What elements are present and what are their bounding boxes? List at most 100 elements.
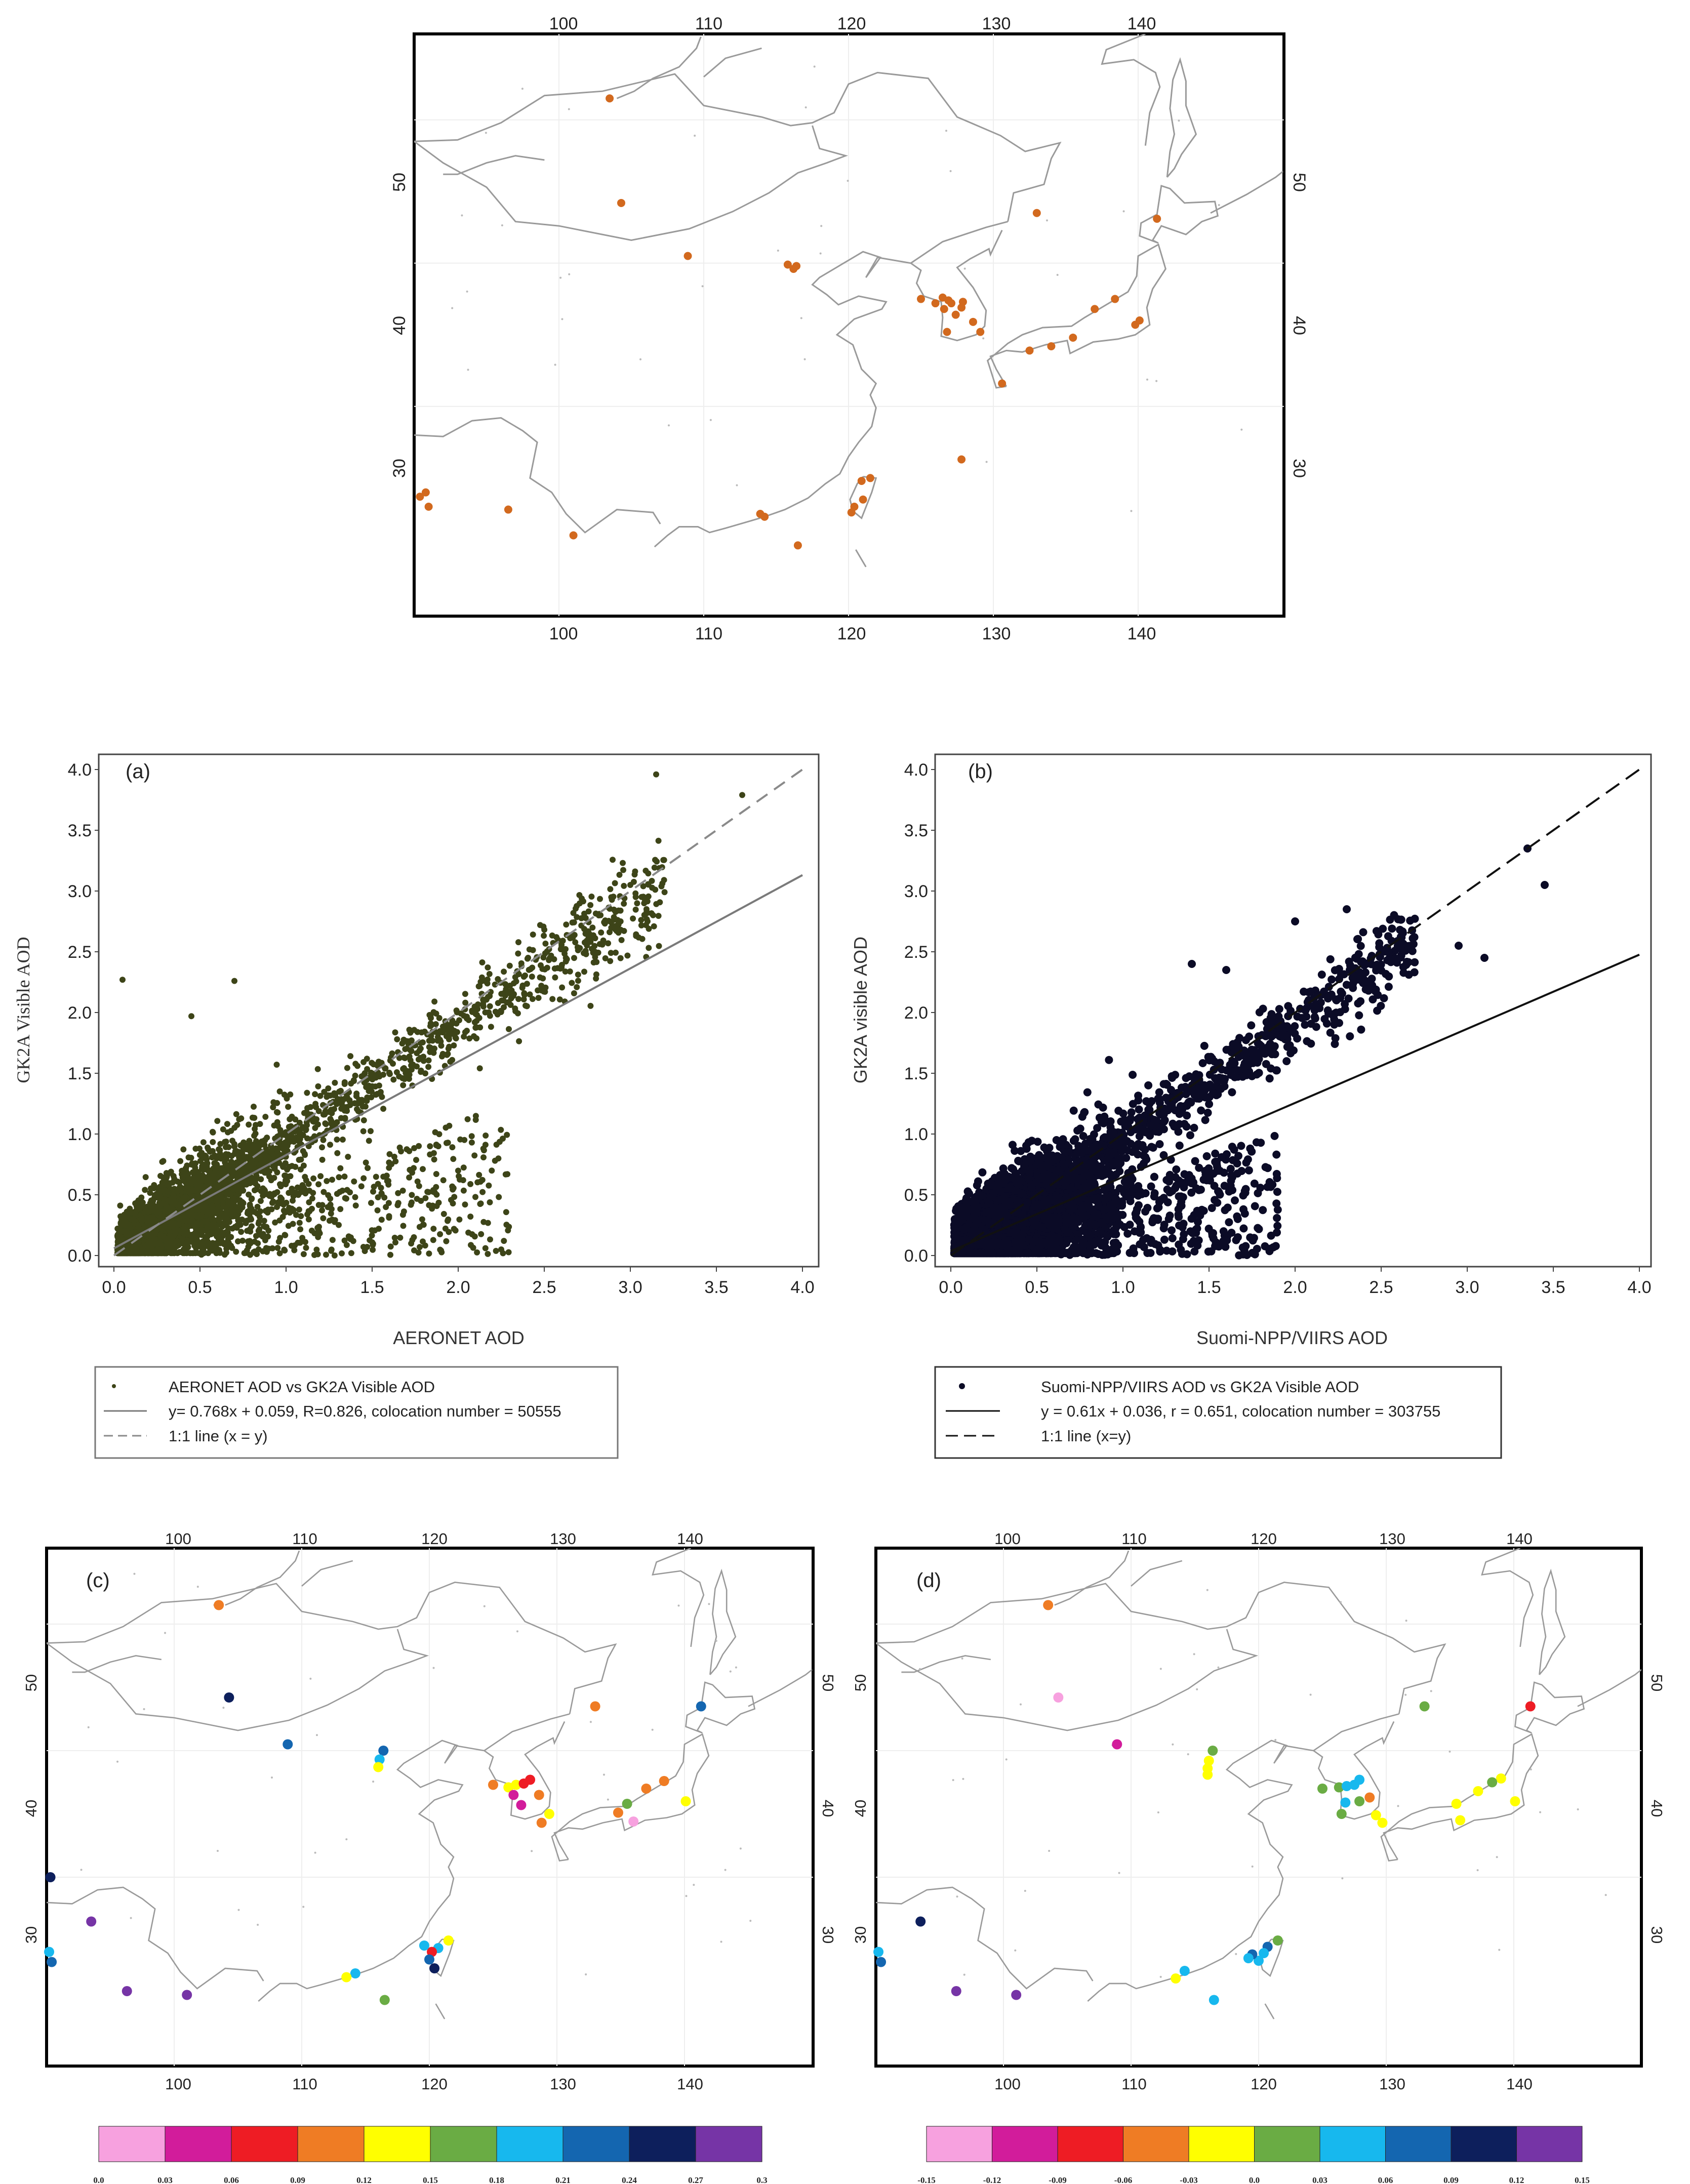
data-point xyxy=(369,1060,375,1066)
site-marker xyxy=(793,541,802,550)
site-marker xyxy=(1091,305,1099,313)
data-point xyxy=(274,1245,281,1251)
data-point xyxy=(256,1226,263,1233)
data-point xyxy=(571,955,577,961)
data-point xyxy=(526,966,532,973)
data-point xyxy=(467,1181,474,1187)
data-point xyxy=(242,1166,249,1173)
data-point xyxy=(395,1190,401,1196)
data-point xyxy=(274,1100,280,1106)
data-point xyxy=(195,1206,202,1212)
data-point xyxy=(302,1190,309,1197)
site-marker xyxy=(424,502,433,511)
data-point xyxy=(646,925,652,932)
data-point xyxy=(239,1217,246,1223)
coastline-7 xyxy=(1166,57,1197,178)
data-point xyxy=(476,1065,483,1072)
island-speck xyxy=(736,484,738,487)
data-point xyxy=(276,1088,283,1095)
data-point xyxy=(484,976,491,983)
data-point xyxy=(298,1213,304,1220)
data-point xyxy=(460,1187,467,1194)
data-point xyxy=(164,1174,170,1180)
data-point xyxy=(347,1189,353,1196)
coastline-14 xyxy=(703,47,762,78)
data-point xyxy=(643,908,650,915)
data-point xyxy=(456,1216,463,1223)
data-point xyxy=(638,917,645,923)
data-point xyxy=(231,1143,238,1150)
data-point xyxy=(164,1204,170,1210)
site-marker xyxy=(857,476,866,485)
island-speck xyxy=(501,224,503,227)
data-point xyxy=(433,1171,439,1177)
site-marker xyxy=(1069,333,1077,342)
data-point xyxy=(472,1010,479,1017)
data-point xyxy=(260,1233,266,1240)
data-point xyxy=(163,1250,170,1257)
data-point xyxy=(331,1106,337,1112)
data-point xyxy=(246,1191,252,1198)
data-point xyxy=(255,1240,261,1246)
data-point xyxy=(567,968,573,975)
top-lat-tick-right-50: 50 xyxy=(1290,173,1309,192)
data-point xyxy=(257,1154,264,1161)
data-point xyxy=(427,1143,433,1150)
data-point xyxy=(183,1246,189,1253)
top-lon-tick-bottom-120: 120 xyxy=(837,624,866,643)
data-point xyxy=(139,1218,145,1224)
site-marker xyxy=(940,305,948,313)
top-lat-tick-right-30: 30 xyxy=(1290,459,1309,478)
data-point xyxy=(504,1131,510,1138)
data-point xyxy=(286,1163,292,1170)
data-point xyxy=(411,1234,417,1240)
data-point xyxy=(246,1121,252,1128)
data-point xyxy=(575,972,581,978)
data-point xyxy=(314,1066,321,1072)
data-point xyxy=(204,1156,210,1163)
site-marker xyxy=(421,488,430,497)
data-point xyxy=(282,1232,289,1238)
data-point xyxy=(150,1231,156,1237)
data-point xyxy=(310,1190,316,1196)
data-point xyxy=(229,1245,235,1251)
data-point xyxy=(621,927,627,934)
data-point xyxy=(134,1199,141,1205)
data-point xyxy=(485,964,491,970)
data-point xyxy=(582,948,589,954)
y-tick-label: 3.0 xyxy=(68,882,92,901)
data-point xyxy=(524,981,530,987)
data-point xyxy=(343,1195,349,1202)
y-tick-label: 0.5 xyxy=(68,1186,92,1205)
data-point xyxy=(520,996,527,1002)
data-point xyxy=(351,1178,357,1185)
data-point xyxy=(303,1244,309,1251)
data-point xyxy=(600,937,607,944)
x-tick-label: 3.5 xyxy=(704,1278,728,1297)
data-point xyxy=(325,1204,331,1210)
island-speck xyxy=(1240,428,1243,431)
data-point xyxy=(445,1045,452,1052)
data-point xyxy=(437,1038,444,1045)
data-point xyxy=(222,1169,228,1176)
data-point xyxy=(206,1168,213,1175)
data-point xyxy=(607,886,614,893)
island-speck xyxy=(701,285,704,288)
data-point xyxy=(479,959,486,965)
data-point xyxy=(353,1090,360,1097)
data-point xyxy=(117,1202,124,1209)
data-point xyxy=(645,881,652,888)
site-marker xyxy=(783,260,792,269)
data-point xyxy=(515,996,522,1002)
data-point xyxy=(325,1085,332,1091)
top-lon-tick-top-100: 100 xyxy=(549,14,578,33)
data-point xyxy=(252,1187,258,1194)
data-point xyxy=(278,1196,285,1203)
data-point xyxy=(296,1134,302,1141)
data-point xyxy=(365,1165,371,1171)
data-point xyxy=(433,1142,439,1149)
data-point xyxy=(416,1143,422,1149)
data-point xyxy=(301,1110,307,1116)
island-speck xyxy=(694,135,696,137)
data-point xyxy=(480,1001,487,1007)
